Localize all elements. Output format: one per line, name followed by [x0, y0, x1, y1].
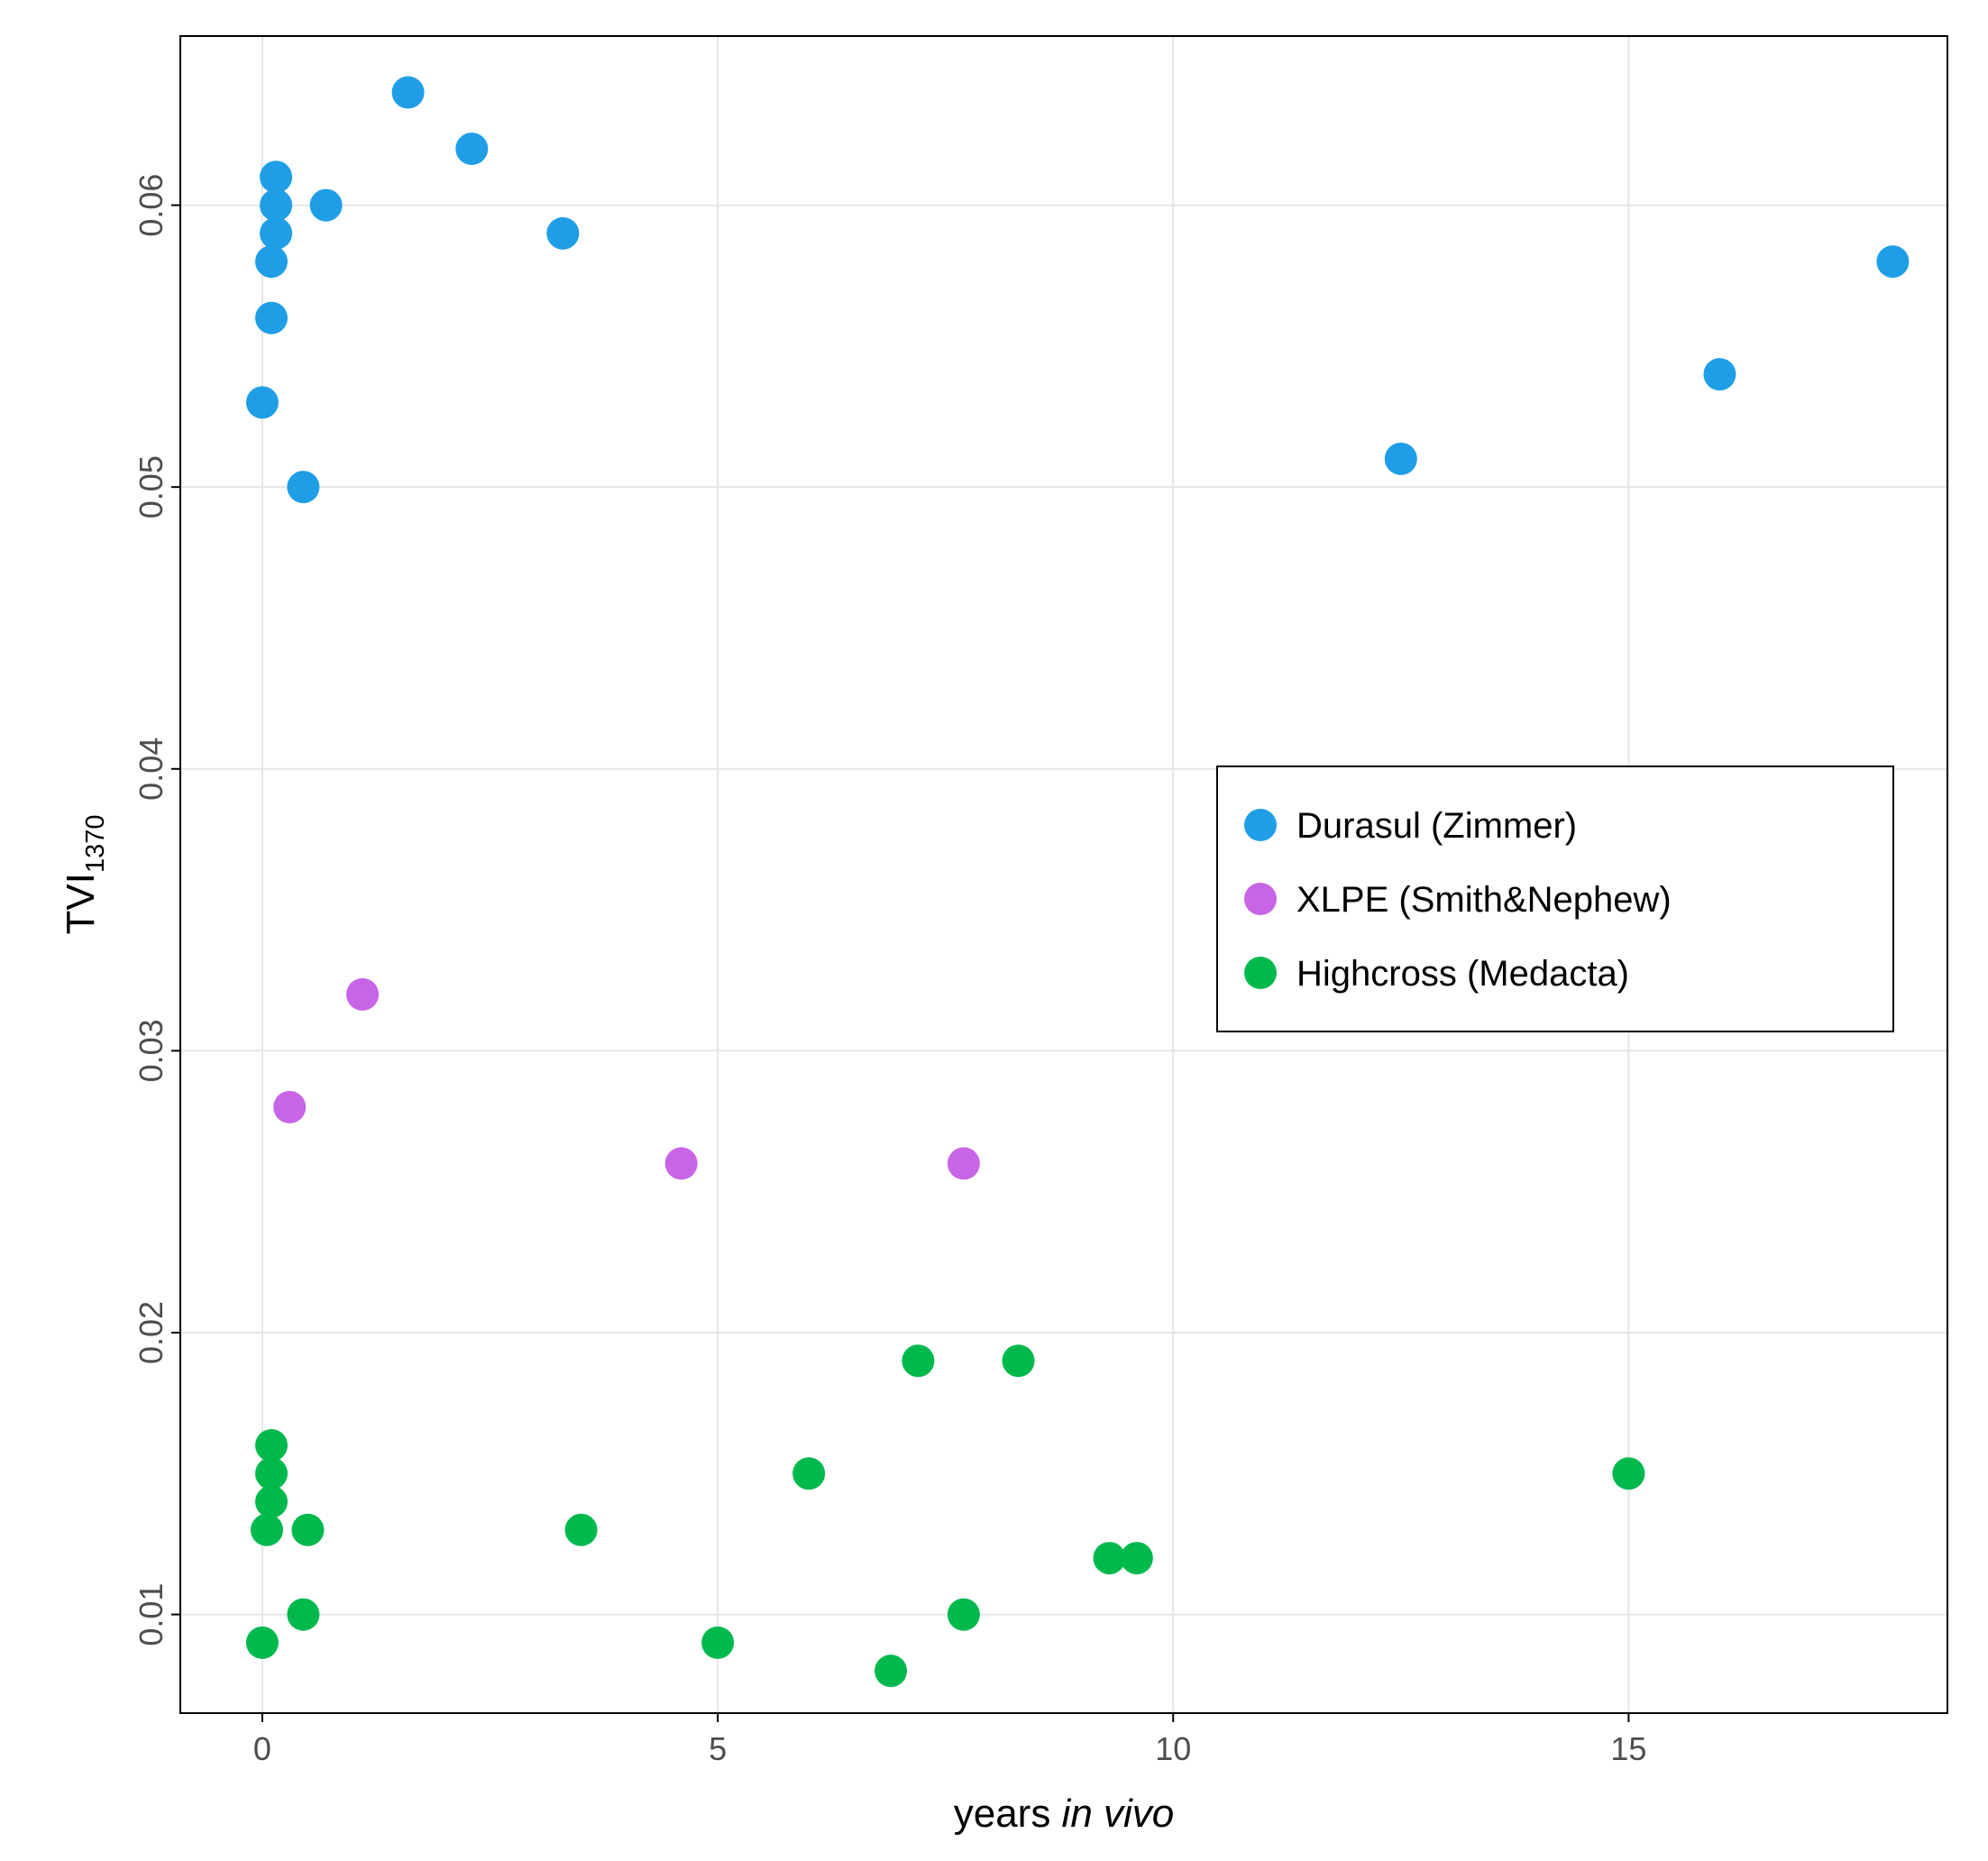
data-point: [1002, 1344, 1034, 1377]
legend: Durasul (Zimmer) XLPE (Smith&Nephew) Highc…: [1217, 766, 1893, 1031]
x-tick-label: 10: [1155, 1730, 1191, 1767]
y-tick-label: 0.02: [133, 1301, 169, 1364]
data-point: [255, 1429, 288, 1462]
data-point: [255, 302, 288, 335]
x-tick-label: 15: [1610, 1730, 1646, 1767]
data-point: [310, 189, 343, 222]
data-point: [273, 1091, 306, 1123]
data-point: [948, 1147, 980, 1179]
data-point: [1385, 443, 1417, 475]
x-tick-label: 0: [253, 1730, 271, 1767]
data-point: [251, 1514, 283, 1546]
legend-label: XLPE (Smith&Nephew): [1296, 880, 1672, 920]
y-axis-label: TVI1370: [59, 815, 110, 935]
y-tick-label: 0.03: [133, 1019, 169, 1082]
legend-marker: [1244, 957, 1277, 989]
y-tick-label: 0.01: [133, 1583, 169, 1646]
chart-svg: 0 5 10 15 0.01 0.02 0.03 0.04 0.05 0.06 years in v…: [0, 0, 1988, 1861]
x-axis-label: years in vivo: [954, 1792, 1175, 1836]
y-tick-label: 0.06: [133, 174, 169, 237]
data-point: [565, 1514, 598, 1546]
data-point: [1876, 245, 1909, 278]
data-point: [392, 77, 425, 109]
data-point: [287, 471, 319, 503]
legend-label: Durasul (Zimmer): [1296, 806, 1577, 846]
data-point: [246, 386, 279, 418]
data-point: [1703, 358, 1736, 390]
data-point: [665, 1147, 698, 1179]
legend-marker: [1244, 809, 1277, 841]
data-point: [1612, 1457, 1644, 1490]
data-point: [546, 217, 579, 250]
data-point: [255, 1486, 288, 1518]
data-point: [902, 1344, 934, 1377]
data-point: [875, 1655, 907, 1687]
data-point: [701, 1627, 734, 1659]
y-tick-label: 0.05: [133, 455, 169, 518]
data-point: [255, 1457, 288, 1490]
data-point: [255, 245, 288, 278]
x-tick-label: 5: [709, 1730, 727, 1767]
legend-marker: [1244, 883, 1277, 915]
data-point: [287, 1599, 319, 1631]
scatter-chart: 0 5 10 15 0.01 0.02 0.03 0.04 0.05 0.06 years in v…: [0, 0, 1988, 1861]
data-point: [948, 1599, 980, 1631]
data-point: [260, 217, 292, 250]
data-point: [260, 189, 292, 222]
data-point: [346, 978, 379, 1011]
legend-label: Highcross (Medacta): [1296, 954, 1629, 994]
data-point: [291, 1514, 324, 1546]
data-point: [792, 1457, 825, 1490]
data-point: [1121, 1542, 1153, 1574]
data-point: [260, 160, 292, 193]
data-point: [455, 133, 488, 165]
data-point: [246, 1627, 279, 1659]
y-tick-label: 0.04: [133, 738, 169, 801]
